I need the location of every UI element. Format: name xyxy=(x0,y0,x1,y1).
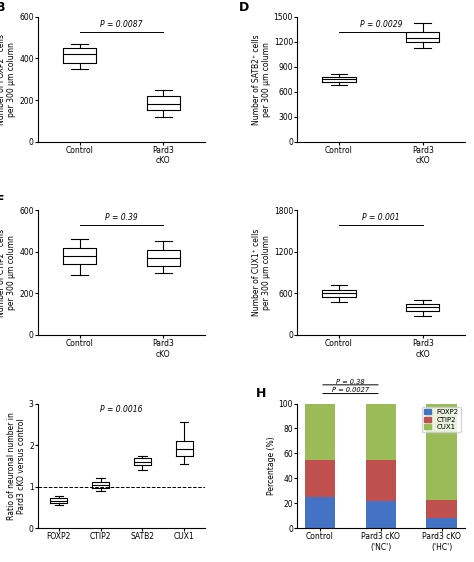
Y-axis label: Number of CTIP2⁺ cells
per 300 μm column: Number of CTIP2⁺ cells per 300 μm column xyxy=(0,229,16,316)
Text: P = 0.0087: P = 0.0087 xyxy=(100,20,143,29)
Text: F: F xyxy=(0,194,5,207)
Text: H: H xyxy=(255,387,266,400)
Text: P = 0.001: P = 0.001 xyxy=(362,213,400,222)
Bar xyxy=(427,404,457,500)
Bar xyxy=(427,518,457,528)
Bar xyxy=(365,460,396,501)
Bar xyxy=(305,404,335,460)
Text: P = 0.38: P = 0.38 xyxy=(336,379,365,384)
Y-axis label: Percentage (%): Percentage (%) xyxy=(267,437,276,495)
Y-axis label: Number of FOXP2⁺ cells
per 300 μm column: Number of FOXP2⁺ cells per 300 μm column xyxy=(0,34,16,125)
Y-axis label: Number of CUX1⁺ cells
per 300 μm column: Number of CUX1⁺ cells per 300 μm column xyxy=(252,229,271,316)
Bar xyxy=(427,500,457,518)
Text: D: D xyxy=(239,1,249,13)
Text: P = 0.0027: P = 0.0027 xyxy=(332,387,369,393)
Text: P = 0.0016: P = 0.0016 xyxy=(100,405,143,414)
Bar xyxy=(305,497,335,528)
Y-axis label: Number of SATB2⁺ cells
per 300 μm column: Number of SATB2⁺ cells per 300 μm column xyxy=(252,34,271,125)
Text: B: B xyxy=(0,1,6,13)
Text: P = 0.39: P = 0.39 xyxy=(105,213,138,222)
Bar xyxy=(365,404,396,460)
Legend: FOXP2, CTIP2, CUX1: FOXP2, CTIP2, CUX1 xyxy=(422,407,461,432)
Text: P = 0.0029: P = 0.0029 xyxy=(360,20,402,29)
Y-axis label: Ratio of neuronal number in
Pard3 cKO versus control: Ratio of neuronal number in Pard3 cKO ve… xyxy=(7,412,26,520)
Bar xyxy=(305,460,335,497)
Bar xyxy=(365,501,396,528)
